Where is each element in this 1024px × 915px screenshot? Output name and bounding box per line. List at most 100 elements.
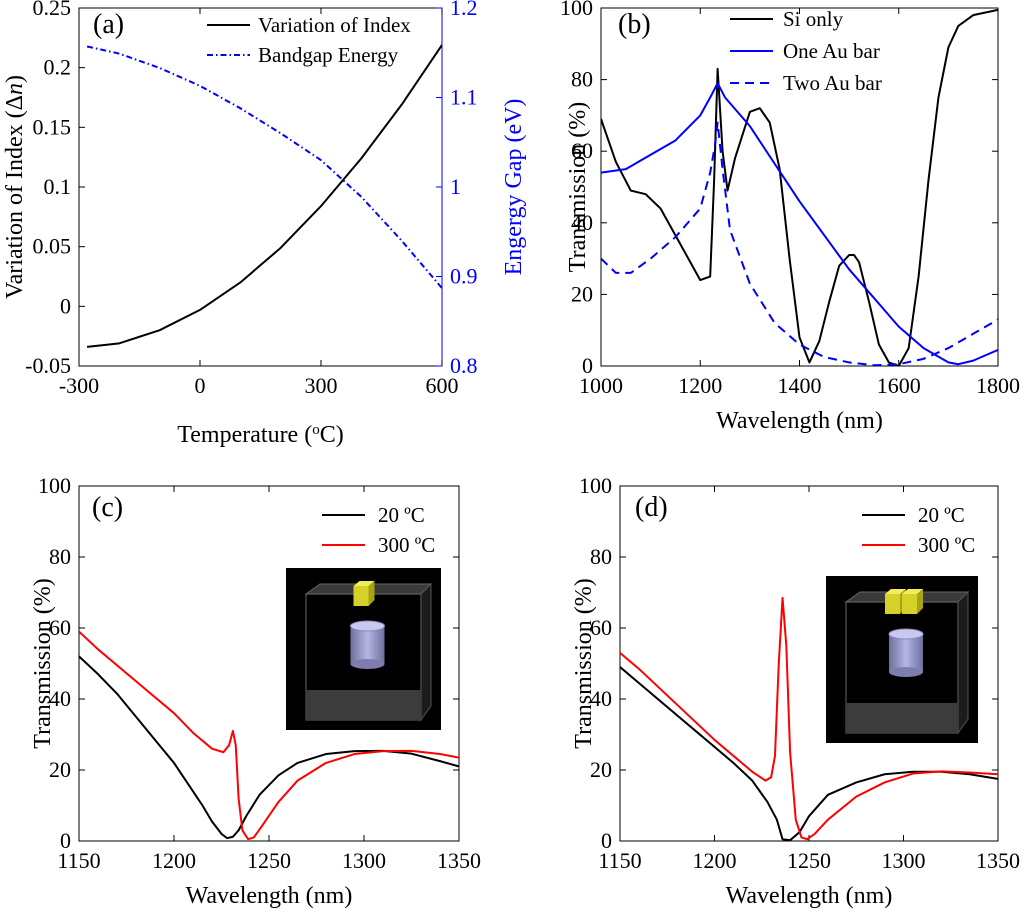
- y-tick-label: 20: [571, 281, 593, 306]
- x-axis-label: Wavelength (nm): [716, 408, 883, 434]
- x-tick-label: -300: [59, 373, 99, 398]
- y2-tick-label: 1.1: [450, 85, 478, 110]
- legend-label-2: Bandgap Energy: [258, 43, 399, 67]
- y-axis-label: Transmission (%): [565, 102, 591, 272]
- panel-label: (d): [635, 492, 668, 523]
- x-tick-label: 1150: [57, 848, 100, 873]
- y-tick-label: 0: [60, 293, 71, 318]
- series-line-3: [601, 121, 998, 366]
- gold-bar-side: [917, 589, 923, 614]
- inset-image: [286, 568, 441, 730]
- y-axis-label: Transmission (%): [30, 578, 56, 748]
- x-tick-label: 1250: [247, 848, 291, 873]
- y-tick-label: 60: [571, 138, 593, 163]
- cylinder-body: [350, 626, 385, 664]
- legend-label-1: Si only: [783, 7, 844, 31]
- x-tick-label: 1300: [342, 848, 386, 873]
- series-line-1: [620, 666, 998, 841]
- y-tick-label: 20: [49, 757, 71, 782]
- y-tick-label: 80: [49, 544, 71, 569]
- x-tick-label: 1200: [678, 373, 722, 398]
- panel-label: (c): [92, 492, 123, 523]
- x-axis-label: Temperature (oC): [177, 422, 343, 448]
- y-axis-label: Transmission (%): [571, 578, 597, 748]
- cylinder-top: [350, 620, 385, 632]
- x-tick-label: 1400: [778, 373, 822, 398]
- y-tick-label: -0.05: [25, 353, 71, 378]
- x-tick-label: 1800: [976, 373, 1020, 398]
- x-tick-label: 600: [426, 373, 459, 398]
- y-tick-label: 0: [60, 828, 71, 853]
- y-tick-label: 100: [560, 0, 593, 20]
- substrate-slab: [846, 703, 958, 733]
- y2-tick-label: 0.8: [450, 353, 478, 378]
- y-tick-label: 0: [582, 353, 593, 378]
- x-axis-label: Wavelength (nm): [186, 883, 353, 909]
- x-tick-label: 300: [305, 373, 338, 398]
- inset-image: [826, 576, 978, 743]
- y-tick-label: 80: [571, 67, 593, 92]
- y-tick-label: 40: [49, 686, 71, 711]
- gold-bar-front: [885, 594, 900, 614]
- y-tick-label: 20: [590, 757, 612, 782]
- unit-cell-side: [957, 590, 969, 735]
- series-line-2: [79, 630, 459, 841]
- cylinder-bottom: [350, 659, 385, 669]
- x-tick-label: 1000: [579, 373, 623, 398]
- y-tick-label: 40: [590, 686, 612, 711]
- cylinder-body: [889, 634, 923, 672]
- y-tick-label: 100: [579, 473, 612, 498]
- x-tick-label: 0: [195, 373, 206, 398]
- y-tick-label: 0.2: [44, 55, 72, 80]
- x-tick-label: 1600: [877, 373, 921, 398]
- panel-d: 1150 1200 1250 1300 1350 0 20 40 60 80 100 Waveleng…: [571, 473, 1020, 909]
- x-tick-label: 1200: [152, 848, 196, 873]
- panel-label: (a): [93, 9, 124, 40]
- unit-cell-side: [420, 582, 432, 722]
- gold-bar-top: [885, 589, 906, 594]
- x-tick-label: 1350: [437, 848, 481, 873]
- y-tick-label: 60: [49, 615, 71, 640]
- legend-label-3: Two Au bar: [783, 71, 882, 95]
- y-tick-label: 0: [601, 828, 612, 853]
- series-line-2: [86, 45, 442, 289]
- legend-label-2: 300 ºC: [918, 533, 975, 557]
- cylinder-bottom: [889, 667, 923, 677]
- gold-bar-top: [353, 581, 375, 586]
- x-tick-label: 1150: [598, 848, 641, 873]
- legend-label-1: 20 ºC: [378, 503, 425, 527]
- y-tick-label: 0.05: [33, 234, 72, 259]
- y-tick-label: 0.15: [33, 114, 72, 139]
- panel-a: -300 0 300 600 -0.05 0 0.05 0.1 0.15 0.2 0.25 0.8 0.…: [2, 0, 527, 448]
- cylinder-top: [888, 628, 924, 640]
- y2-axis-label: Engergy Gap (eV): [501, 99, 527, 276]
- legend-label-1: Variation of Index: [258, 13, 411, 37]
- series-line-1: [86, 44, 442, 348]
- y-tick-label: 0.25: [33, 0, 72, 20]
- y-tick-label: 80: [590, 544, 612, 569]
- y-tick-label: 100: [38, 473, 71, 498]
- y2-tick-label: 0.9: [450, 264, 478, 289]
- y2-tick-label: 1: [450, 174, 461, 199]
- panel-b: 1000 1200 1400 1600 1800 0 20 40 60 80 100 Waveleng…: [560, 0, 1020, 434]
- series-line-2: [601, 82, 998, 366]
- x-tick-label: 1200: [693, 848, 737, 873]
- legend-label-2: One Au bar: [783, 39, 880, 63]
- gold-bar-side: [368, 581, 375, 606]
- series-line-1: [601, 8, 998, 366]
- series-line-2: [620, 596, 998, 841]
- gold-bar-front: [902, 594, 917, 614]
- y2-tick-label: 1.2: [450, 0, 478, 20]
- x-tick-label: 1250: [787, 848, 831, 873]
- gold-bar-top: [902, 589, 923, 594]
- y-tick-label: 0.1: [44, 174, 72, 199]
- panel-c: 1150 1200 1250 1300 1350 0 20 40 60 80 100 Waveleng…: [30, 473, 481, 909]
- y-axis-label: Variation of Index (Δn): [2, 75, 28, 299]
- x-tick-label: 1350: [976, 848, 1020, 873]
- y-tick-label: 60: [590, 615, 612, 640]
- gold-bar-front: [353, 586, 369, 606]
- legend-label-1: 20 ºC: [918, 503, 965, 527]
- legend-label-2: 300 ºC: [378, 533, 435, 557]
- substrate-slab: [306, 690, 421, 720]
